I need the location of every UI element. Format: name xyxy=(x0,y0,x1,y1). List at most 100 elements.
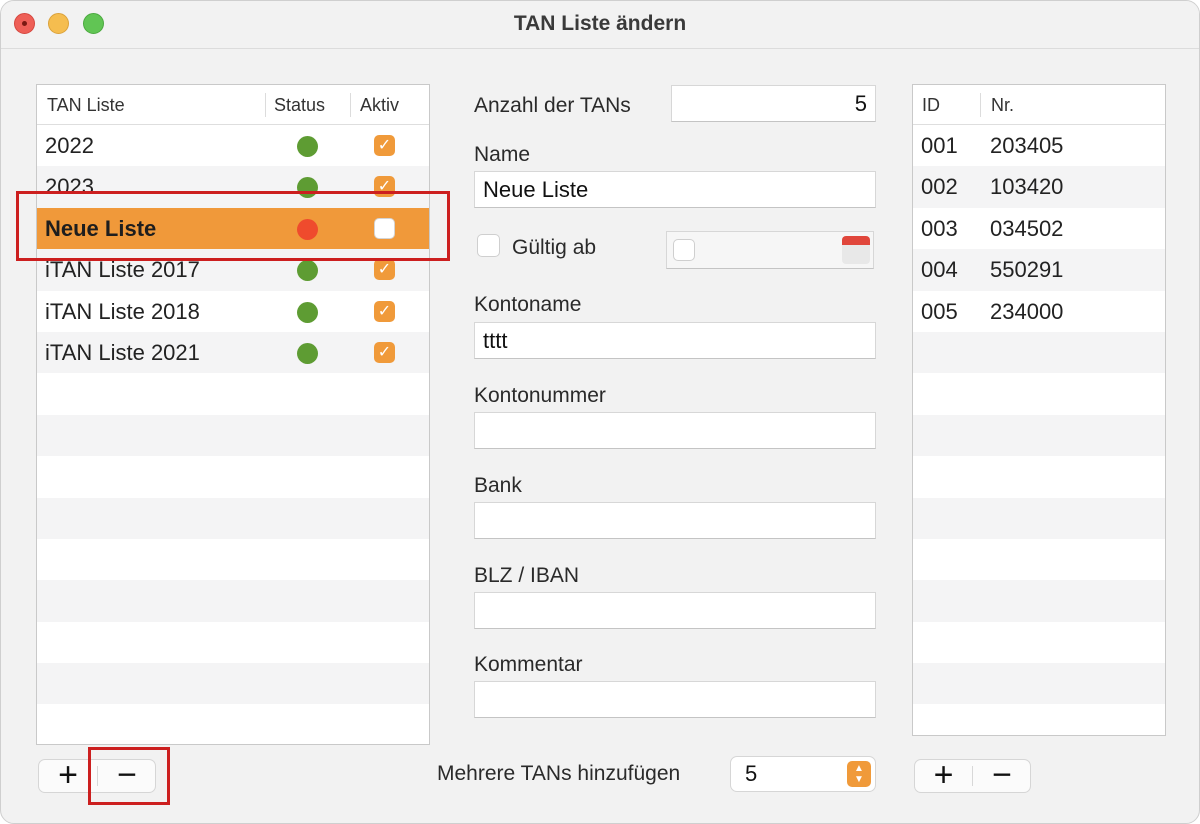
remove-button-highlight xyxy=(88,747,170,805)
column-header-status[interactable]: Status xyxy=(274,95,326,115)
table-row[interactable]: 002 103420 xyxy=(913,166,1165,208)
tan-list-add-remove: + − xyxy=(38,756,156,794)
tan-count-field[interactable]: 5 xyxy=(671,85,876,122)
account-name-field[interactable]: tttt xyxy=(474,322,876,359)
table-row xyxy=(37,704,429,744)
table-row xyxy=(37,539,429,580)
table-row xyxy=(37,456,429,497)
comment-label: Kommentar xyxy=(474,653,583,676)
tan-number: 550291 xyxy=(990,257,1064,283)
tan-table[interactable]: ID Nr. 001 203405 002 103420 003 034502 004 550… xyxy=(912,84,1166,736)
table-row xyxy=(913,497,1165,539)
table-row[interactable]: 001 203405 xyxy=(913,125,1165,166)
bank-field[interactable] xyxy=(474,502,876,539)
valid-from-date-field[interactable] xyxy=(666,231,874,269)
status-indicator-icon xyxy=(297,218,318,240)
column-header-nr[interactable]: Nr. xyxy=(991,95,1015,115)
table-row xyxy=(913,663,1165,705)
tan-number: 034502 xyxy=(990,215,1064,241)
name-field[interactable]: Neue Liste xyxy=(474,171,876,208)
active-checkbox[interactable]: ✓ xyxy=(374,259,395,281)
tan-number: 203405 xyxy=(990,133,1064,158)
table-row[interactable]: 003 034502 xyxy=(913,208,1165,249)
tan-id: 001 xyxy=(921,133,958,158)
count-label: Anzahl der TANs xyxy=(474,94,631,117)
tan-list-name: iTAN Liste 2017 xyxy=(45,257,200,283)
multi-add-label: Mehrere TANs hinzufügen xyxy=(437,762,681,785)
tan-add-remove: + − xyxy=(914,756,1031,794)
bank-label: Bank xyxy=(474,474,522,497)
valid-from-label: Gültig ab xyxy=(512,236,597,259)
status-indicator-icon xyxy=(297,260,318,282)
table-row xyxy=(913,622,1165,663)
chevron-up-down-icon: ▲ ▼ xyxy=(847,761,871,787)
add-tan-button[interactable]: + xyxy=(933,756,954,794)
tan-list-name: iTAN Liste 2021 xyxy=(45,339,200,365)
remove-tan-button[interactable]: − xyxy=(992,756,1012,794)
table-row xyxy=(913,580,1165,622)
table-row xyxy=(37,373,429,414)
close-window-button[interactable] xyxy=(14,13,35,34)
status-indicator-icon xyxy=(297,342,318,364)
status-indicator-icon xyxy=(297,301,318,323)
table-row xyxy=(913,373,1165,414)
tan-number: 103420 xyxy=(990,174,1064,200)
table-row xyxy=(37,663,429,705)
multi-add-value: 5 xyxy=(745,761,758,786)
account-number-label: Kontonummer xyxy=(474,384,606,407)
tan-list-rows: 2022 ✓ 2023 ✓ Neue Liste iTAN Liste 2017 ✓ iTAN… xyxy=(37,125,429,744)
date-enable-checkbox[interactable] xyxy=(673,239,695,261)
table-row xyxy=(37,580,429,622)
table-row[interactable]: Neue Liste xyxy=(37,207,429,250)
table-row[interactable]: iTAN Liste 2017 ✓ xyxy=(37,249,429,291)
calendar-icon[interactable] xyxy=(842,236,870,264)
account-number-field[interactable] xyxy=(474,412,876,449)
table-row[interactable]: 004 550291 xyxy=(913,249,1165,291)
table-row[interactable]: 005 234000 xyxy=(913,291,1165,332)
valid-from-checkbox[interactable] xyxy=(477,234,500,257)
column-header-aktiv[interactable]: Aktiv xyxy=(360,95,400,115)
multi-add-popup[interactable]: 5 ▲ ▼ xyxy=(730,756,876,792)
titlebar: TAN Liste ändern xyxy=(1,1,1199,49)
tan-list-table[interactable]: TAN Liste Status Aktiv 2022 ✓ 2023 ✓ Neue Li… xyxy=(36,84,430,745)
tan-list-name: iTAN Liste 2018 xyxy=(45,298,200,324)
add-tan-list-button[interactable]: + xyxy=(58,756,78,794)
comment-field[interactable] xyxy=(474,681,876,718)
tan-table-rows: 001 203405 002 103420 003 034502 004 550291 005 2… xyxy=(913,125,1165,735)
active-checkbox[interactable]: ✓ xyxy=(374,341,395,363)
table-row xyxy=(37,414,429,457)
table-row xyxy=(913,414,1165,457)
active-checkbox[interactable]: ✓ xyxy=(374,300,395,322)
tan-list-name: 2022 xyxy=(45,133,94,158)
status-indicator-icon xyxy=(297,136,318,157)
remove-tan-list-button[interactable]: − xyxy=(117,756,137,794)
table-row[interactable]: iTAN Liste 2018 ✓ xyxy=(37,291,429,332)
tan-number: 234000 xyxy=(990,298,1064,324)
table-row xyxy=(913,331,1165,374)
selected-row-highlight xyxy=(16,191,450,261)
column-header-id[interactable]: ID xyxy=(922,95,940,115)
active-checkbox[interactable]: ✓ xyxy=(374,135,395,156)
name-label: Name xyxy=(474,143,531,166)
table-row xyxy=(913,704,1165,735)
table-row xyxy=(913,456,1165,497)
minimize-window-button[interactable] xyxy=(48,13,69,34)
active-checkbox[interactable] xyxy=(374,217,395,239)
tan-id: 004 xyxy=(921,257,958,283)
tan-list-name: 2023 xyxy=(45,174,94,200)
tan-table-header: ID Nr. xyxy=(913,85,1165,125)
blz-iban-label: BLZ / IBAN xyxy=(474,564,580,587)
table-row xyxy=(913,539,1165,580)
table-row[interactable]: 2022 ✓ xyxy=(37,125,429,166)
tan-id: 002 xyxy=(921,174,958,200)
account-name-label: Kontoname xyxy=(474,293,582,316)
tan-id: 003 xyxy=(921,215,958,241)
tan-id: 005 xyxy=(921,298,958,324)
tan-list-header: TAN Liste Status Aktiv xyxy=(37,85,429,125)
tan-list-name: Neue Liste xyxy=(45,215,157,241)
column-header-tan-liste[interactable]: TAN Liste xyxy=(47,95,125,115)
blz-iban-field[interactable] xyxy=(474,592,876,629)
table-row[interactable]: iTAN Liste 2021 ✓ xyxy=(37,331,429,374)
zoom-window-button[interactable] xyxy=(83,13,104,34)
